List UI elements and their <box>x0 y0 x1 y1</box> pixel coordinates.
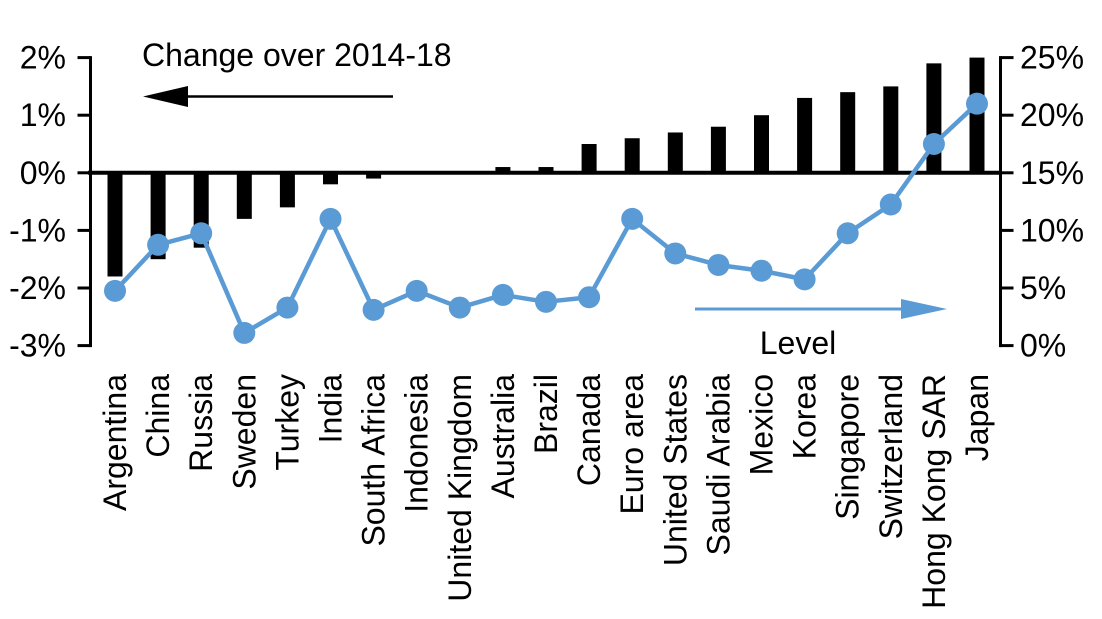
data-point <box>793 268 816 291</box>
x-axis-label: Brazil <box>528 374 564 454</box>
data-point <box>233 321 256 344</box>
data-point <box>966 92 988 115</box>
data-point <box>276 296 299 319</box>
data-point <box>147 233 170 256</box>
change-annotation: Change over 2014-18 <box>142 37 452 107</box>
right-axis: 25% 20% 15% 10% 5% 0% <box>999 40 1084 364</box>
bar <box>926 63 942 173</box>
x-axis-label: India <box>313 374 349 444</box>
data-point <box>578 286 601 309</box>
x-axis-label: Sweden <box>226 374 262 490</box>
data-point <box>448 296 471 319</box>
bar <box>366 172 382 179</box>
data-point <box>405 279 428 302</box>
x-axis-label: Switzerland <box>873 374 909 539</box>
bar <box>107 172 123 277</box>
bar <box>236 172 252 219</box>
x-axis-label: Saudi Arabia <box>700 374 736 556</box>
data-point <box>664 242 687 265</box>
right-axis-tick-label: 0% <box>1020 328 1066 364</box>
level-series <box>104 92 988 344</box>
bar <box>538 167 554 173</box>
x-axis-label: Australia <box>485 374 521 499</box>
level-annotation-label: Level <box>760 325 837 361</box>
x-axis-label: Japan <box>959 374 995 461</box>
x-axis-labels: Argentina China Russia Sweden Turkey India Sou… <box>97 374 995 609</box>
x-axis-label: Hong Kong SAR <box>916 374 952 609</box>
left-axis: 2% 1% 0% -1% -2% -3% <box>9 40 92 364</box>
change-annotation-label: Change over 2014-18 <box>142 37 452 73</box>
bar <box>840 92 856 173</box>
left-axis-tick-label: 1% <box>20 97 66 133</box>
bars-series <box>107 57 985 277</box>
bar <box>754 115 769 173</box>
x-axis-label: South Africa <box>356 374 392 547</box>
left-axis-tick-label: -1% <box>9 212 66 248</box>
bar <box>495 167 511 173</box>
data-point <box>319 207 342 230</box>
x-axis-label: Canada <box>571 374 607 486</box>
bar <box>624 138 640 173</box>
data-point <box>879 193 902 216</box>
right-axis-tick-label: 20% <box>1020 97 1084 133</box>
right-axis-tick-label: 5% <box>1020 270 1066 306</box>
data-point <box>836 222 859 245</box>
x-axis-label: Indonesia <box>399 374 435 513</box>
left-axis-tick-label: -2% <box>9 270 66 306</box>
level-annotation: Level <box>695 299 947 361</box>
bar <box>710 126 726 173</box>
data-point <box>750 259 773 282</box>
x-axis-label: Euro area <box>614 374 650 515</box>
right-axis-tick-label: 25% <box>1020 40 1084 76</box>
bar <box>581 144 597 173</box>
bar <box>323 172 338 185</box>
bar <box>797 97 813 173</box>
data-point <box>535 290 557 313</box>
bar <box>279 172 295 208</box>
x-axis-label: Russia <box>183 374 219 472</box>
x-axis-label: China <box>140 374 176 458</box>
x-axis-label: Singapore <box>830 374 866 520</box>
bar <box>667 132 683 173</box>
left-axis-tick-label: 2% <box>20 40 66 76</box>
right-arrow-icon <box>901 299 947 319</box>
bar <box>969 57 985 173</box>
data-point <box>190 222 213 245</box>
data-point <box>104 279 126 302</box>
right-axis-tick-label: 10% <box>1020 212 1084 248</box>
left-axis-tick-label: 0% <box>20 155 66 191</box>
x-axis-label: United States <box>657 374 693 566</box>
x-axis-label: Korea <box>787 374 823 460</box>
x-axis-label: Mexico <box>744 374 780 475</box>
data-point <box>922 133 945 155</box>
data-point <box>707 253 730 276</box>
data-point <box>362 298 385 321</box>
bar <box>883 86 899 173</box>
left-axis-tick-label: -3% <box>9 328 66 364</box>
left-arrow-icon <box>143 86 188 107</box>
data-point <box>491 283 514 306</box>
right-axis-tick-label: 15% <box>1020 155 1084 191</box>
data-point <box>621 207 644 230</box>
x-axis-label: Turkey <box>269 374 305 471</box>
x-axis-label: Argentina <box>97 374 133 511</box>
x-axis-label: United Kingdom <box>442 374 478 602</box>
